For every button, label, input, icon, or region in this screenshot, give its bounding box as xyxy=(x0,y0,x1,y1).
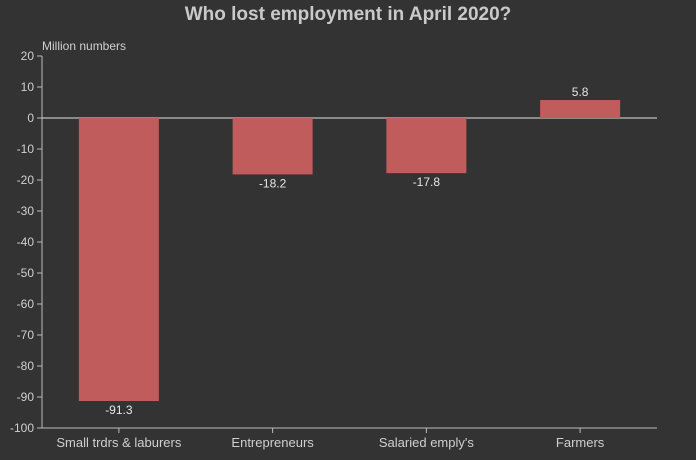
y-tick-label: 0 xyxy=(27,111,34,125)
bar xyxy=(78,118,159,402)
y-tick-label: -30 xyxy=(17,204,35,218)
y-tick-label: -100 xyxy=(10,421,34,435)
y-tick-label: -60 xyxy=(17,297,35,311)
x-tick-label: Farmers xyxy=(556,435,605,450)
chart-title: Who lost employment in April 2020? xyxy=(184,4,512,25)
y-tick-label: -10 xyxy=(17,142,35,156)
x-tick-label: Entrepreneurs xyxy=(231,435,314,450)
data-label: -18.2 xyxy=(259,176,287,190)
data-label: -91.3 xyxy=(105,403,133,417)
y-tick-label: -80 xyxy=(17,359,35,373)
data-label: 5.8 xyxy=(572,85,589,99)
y-tick-label: -50 xyxy=(17,266,35,280)
bar xyxy=(386,118,467,174)
y-tick-label: -90 xyxy=(17,390,35,404)
y-tick-label: 10 xyxy=(21,80,35,94)
data-label: -17.8 xyxy=(413,175,441,189)
x-tick-label: Small trdrs & laburers xyxy=(56,435,181,450)
y-tick-label: 20 xyxy=(21,49,35,63)
y-axis-label: Million numbers xyxy=(42,39,127,53)
x-tick-label: Salaried emply's xyxy=(379,435,474,450)
y-tick-label: -20 xyxy=(17,173,35,187)
bar xyxy=(540,100,621,118)
y-tick-label: -70 xyxy=(17,328,35,342)
bar xyxy=(232,118,313,175)
y-tick-label: -40 xyxy=(17,235,35,249)
